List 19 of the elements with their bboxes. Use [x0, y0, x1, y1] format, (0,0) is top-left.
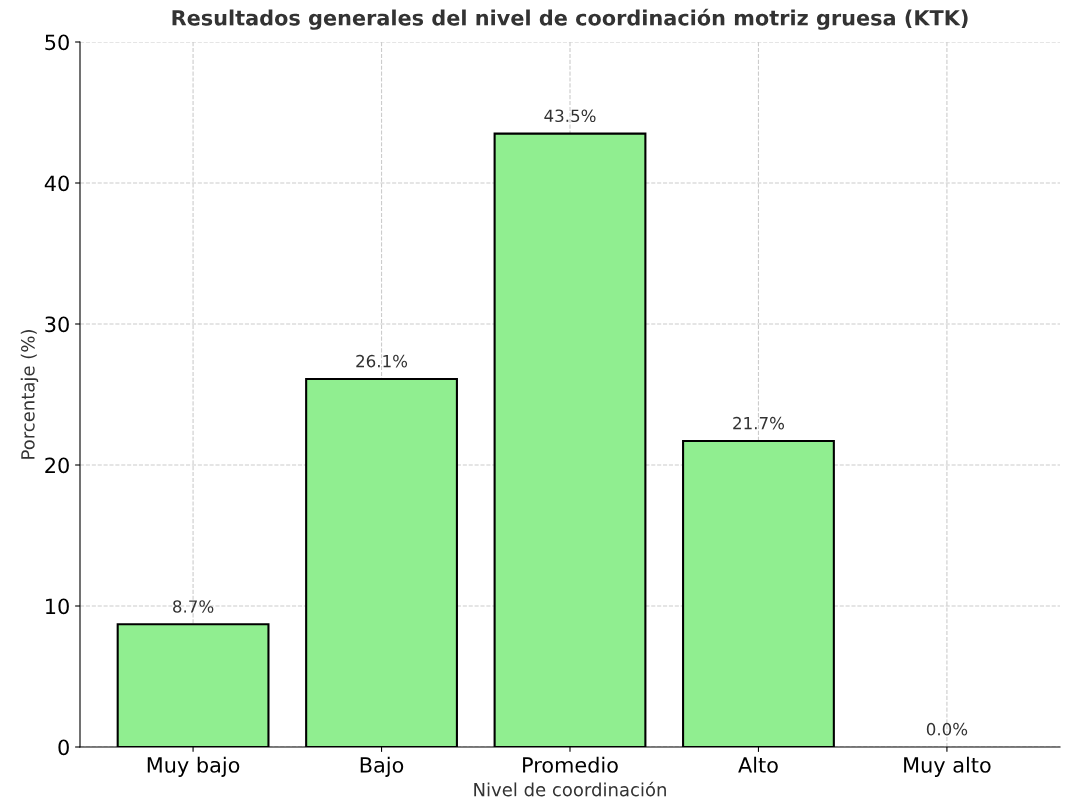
y-tick-label: 20 — [45, 457, 69, 474]
data-label: 43.5% — [544, 109, 596, 123]
data-label: 0.0% — [926, 722, 968, 736]
y-axis-title: Porcentaje (%) — [20, 330, 39, 459]
x-axis-title: Nivel de coordinación — [474, 781, 666, 797]
data-label: 26.1% — [356, 354, 408, 368]
x-tick-label: Alto — [738, 756, 778, 773]
data-label: 21.7% — [733, 416, 785, 430]
x-tick-label: Muy alto — [904, 756, 991, 777]
x-tick-label: Muy bajo — [147, 756, 240, 777]
y-tick-label: 10 — [46, 598, 69, 615]
x-tick-label: Bajo — [360, 756, 404, 777]
y-tick-label: 50 — [45, 34, 69, 51]
chart-title: Resultados generales del nivel de coordinación motriz gruesa (KTK) — [172, 8, 968, 30]
y-tick-label: 0 — [58, 739, 69, 756]
y-tick-label: 30 — [45, 316, 69, 333]
y-tick-label: 40 — [44, 175, 69, 192]
data-label: 8.7% — [173, 600, 214, 613]
x-tick-label: Promedio — [523, 756, 618, 773]
